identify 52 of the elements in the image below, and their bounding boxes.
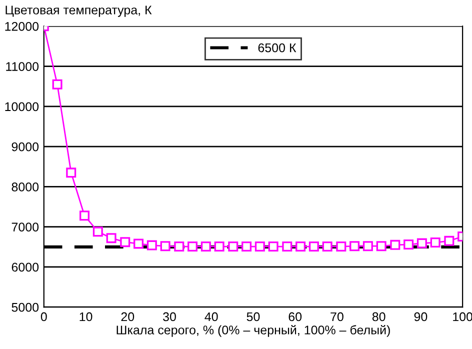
point	[214, 242, 224, 252]
point	[92, 226, 103, 237]
point	[282, 242, 292, 252]
x-tick-label: 0	[40, 312, 47, 322]
y-tick-label: 6000	[12, 262, 39, 272]
y-tick-label: 8000	[12, 182, 39, 192]
y-tick-label: 11000	[6, 62, 39, 71]
x-tick-label: 30	[163, 312, 176, 322]
point	[134, 238, 144, 249]
point	[66, 168, 76, 178]
point	[430, 238, 440, 248]
y-axis-title: Цветовая температура, К	[6, 6, 152, 17]
point	[106, 233, 116, 244]
point	[120, 237, 130, 248]
point	[268, 242, 278, 252]
point	[188, 242, 198, 252]
point	[242, 242, 252, 252]
point	[228, 242, 238, 252]
x-tick-label: 40	[204, 312, 218, 322]
point	[376, 241, 386, 252]
point	[322, 242, 332, 252]
x-tick-label: 80	[372, 312, 386, 322]
point	[296, 242, 306, 252]
point	[308, 242, 319, 252]
y-tick-label: 5000	[12, 302, 39, 312]
point	[146, 240, 157, 250]
x-tick-label: 100	[453, 312, 472, 322]
point	[390, 240, 400, 250]
y-tick-label: 7000	[12, 222, 39, 232]
x-axis-title: Шкала серого, % (0% – черный, 100% – белый)	[116, 325, 390, 337]
point	[362, 241, 373, 252]
y-tick-label: 10000	[5, 102, 39, 112]
point	[444, 236, 454, 246]
point	[404, 240, 414, 250]
point	[160, 241, 170, 252]
point	[254, 242, 265, 252]
point	[52, 79, 62, 90]
x-tick-label: 70	[330, 312, 344, 322]
legend-label: 6500 К	[258, 43, 296, 52]
x-tick-label: 10	[80, 312, 92, 322]
x-tick-label: 20	[121, 312, 134, 322]
point	[174, 242, 184, 252]
point	[80, 210, 90, 221]
point	[200, 242, 211, 252]
x-tick-label: 60	[288, 312, 302, 322]
x-tick-label: 90	[414, 312, 428, 322]
point	[336, 242, 346, 252]
point	[416, 238, 427, 248]
x-tick-label: 50	[246, 312, 260, 322]
y-tick-label: 9000	[12, 142, 39, 152]
point	[350, 241, 360, 252]
y-tick-label: 12000	[5, 22, 39, 31]
